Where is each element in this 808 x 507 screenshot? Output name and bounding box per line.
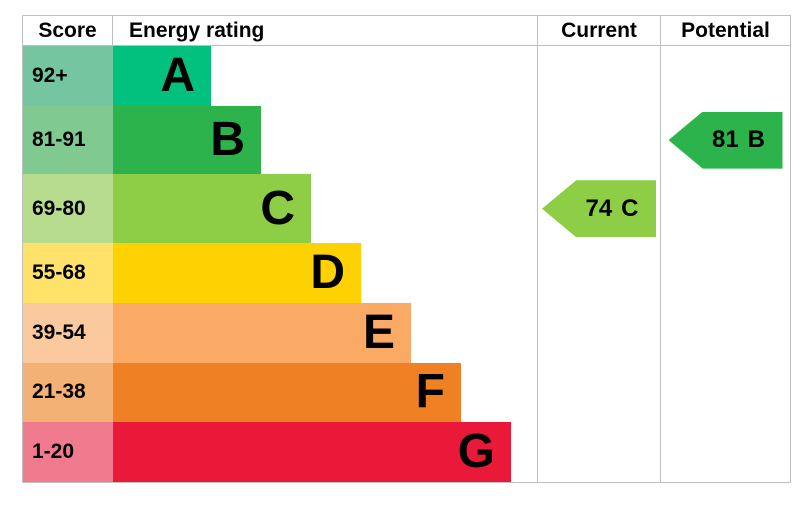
energy-rating-cell-g: G [113,422,537,483]
score-range-label-g: 1-20 [32,440,75,464]
rating-bar-f: F [113,362,461,423]
energy-rating-cell-b: B [113,105,537,175]
potential-cell-a [660,46,790,106]
score-range-cell-d: 55-68 [23,243,113,303]
score-range-label-b: 81-91 [32,128,86,152]
current-header: Current [537,16,660,45]
score-range-cell-a: 92+ [23,46,113,106]
current-cell-e [537,302,660,363]
band-row-c: 69-80 C 74 C [23,174,790,244]
potential-cell-f [660,362,790,423]
current-score-value: 74 [585,194,613,222]
rating-bar-e: E [113,302,411,363]
current-rating-arrow: 74 C [542,180,656,238]
score-range-cell-b: 81-91 [23,105,113,175]
band-row-e: 39-54 E [23,302,790,363]
band-row-f: 21-38 F [23,362,790,423]
potential-cell-e [660,302,790,363]
score-range-label-e: 39-54 [32,320,86,344]
potential-cell-g [660,422,790,483]
energy-rating-header: Energy rating [129,18,265,42]
score-range-label-f: 21-38 [32,380,86,404]
current-cell-a [537,46,660,106]
score-range-label-c: 69-80 [32,196,86,220]
energy-rating-cell-e: E [113,302,537,363]
rating-bar-c: C [113,174,311,244]
grade-letter-a: A [160,48,195,102]
energy-rating-cell-c: C [113,174,537,244]
grade-letter-d: D [310,246,345,300]
epc-chart: Score Energy rating Current Potential 92… [22,15,791,483]
current-grade-letter: C [621,194,639,222]
rating-bar-d: D [113,243,361,303]
energy-rating-cell-a: A [113,46,537,106]
score-range-label-a: 92+ [32,63,68,87]
score-range-cell-e: 39-54 [23,302,113,363]
potential-header: Potential [660,16,790,45]
grade-letter-f: F [415,365,445,419]
current-cell-g [537,422,660,483]
potential-rating-arrow: 81 B [668,111,783,169]
current-cell-c: 74 C [537,174,660,244]
potential-cell-b: 81 B [660,105,790,175]
score-range-label-d: 55-68 [32,261,86,285]
current-cell-d [537,243,660,303]
grade-letter-c: C [260,181,295,235]
score-header: Score [23,16,113,45]
band-row-a: 92+ A [23,46,790,106]
band-row-b: 81-91 B 81 B [23,105,790,175]
score-range-cell-g: 1-20 [23,422,113,483]
rating-bar-a: A [113,46,211,106]
potential-cell-d [660,243,790,303]
energy-rating-cell-d: D [113,243,537,303]
header-row: Score Energy rating Current Potential [23,16,790,46]
band-row-g: 1-20 G [23,422,790,483]
rating-bar-g: G [113,422,511,483]
current-cell-b [537,105,660,175]
band-row-d: 55-68 D [23,243,790,303]
score-range-cell-f: 21-38 [23,362,113,423]
potential-cell-c [660,174,790,244]
rating-bar-b: B [113,105,261,175]
grade-letter-e: E [362,305,395,359]
energy-rating-cell-f: F [113,362,537,423]
grade-letter-g: G [457,425,495,479]
potential-score-value: 81 [711,126,739,154]
score-range-cell-c: 69-80 [23,174,113,244]
potential-grade-letter: B [747,126,766,154]
grade-letter-b: B [210,113,245,167]
current-cell-f [537,362,660,423]
